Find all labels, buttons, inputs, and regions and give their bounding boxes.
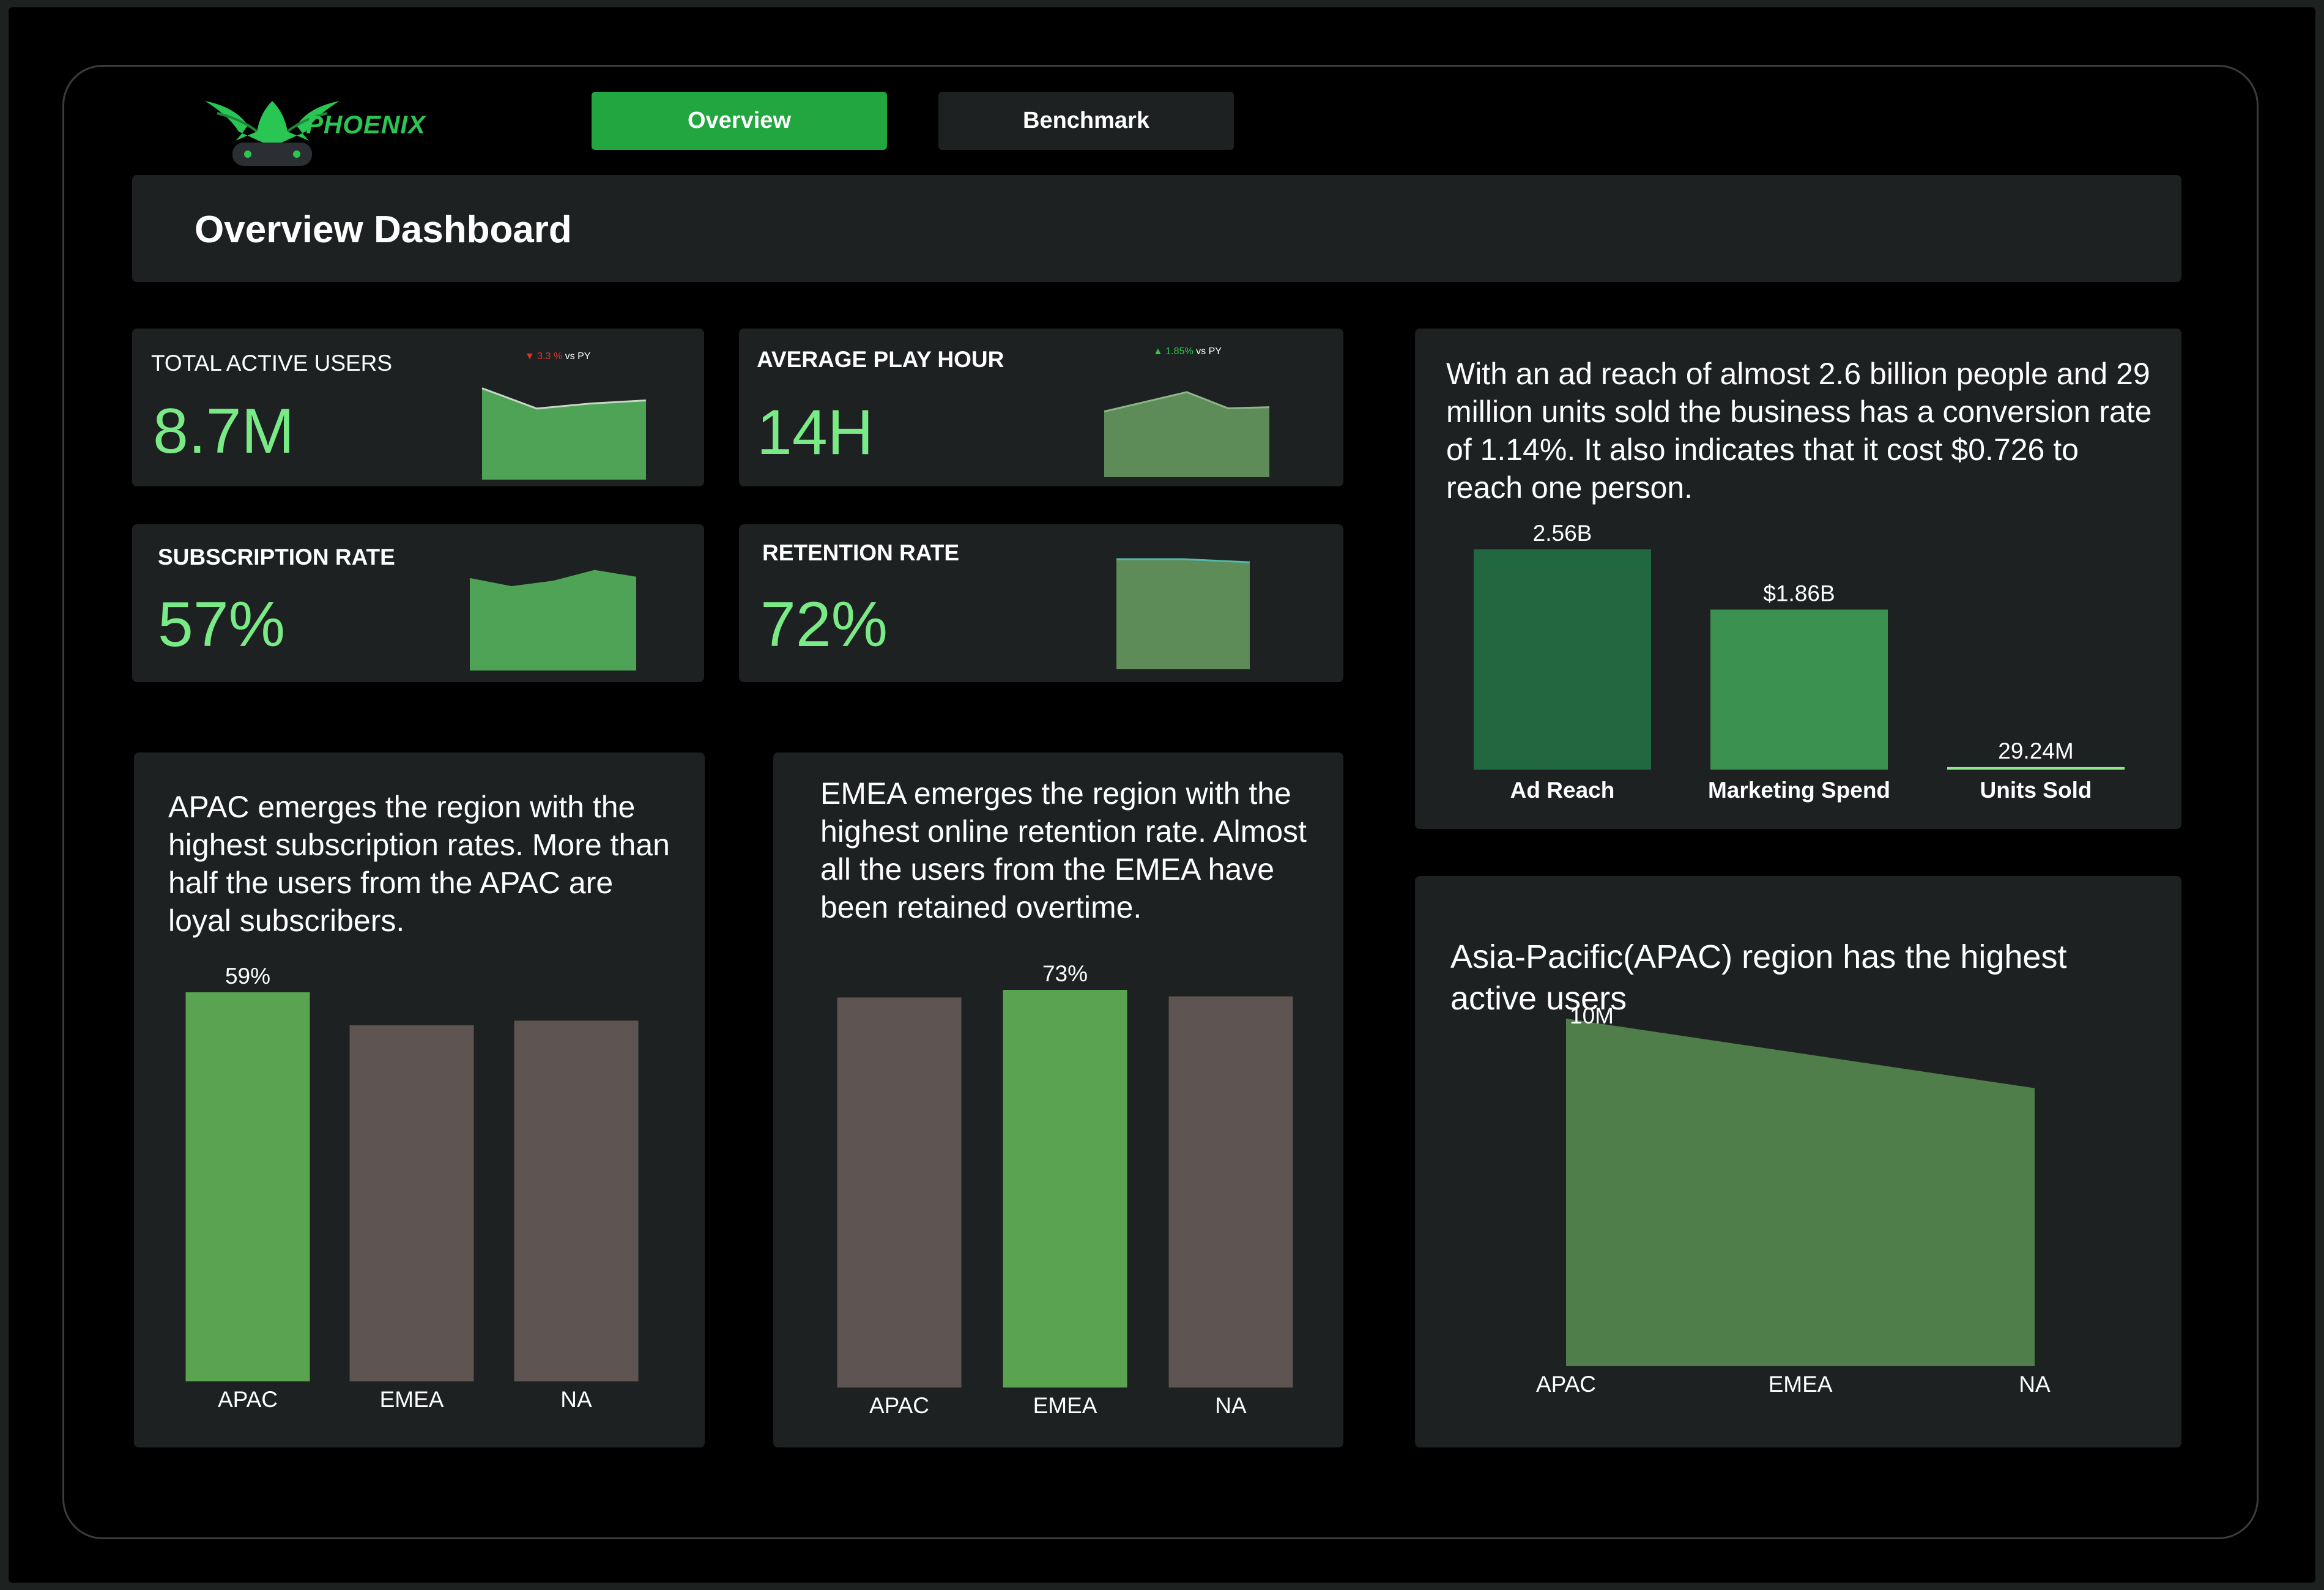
bar xyxy=(349,1025,474,1381)
page-title: Overview Dashboard xyxy=(195,209,572,251)
bar xyxy=(185,992,310,1381)
ad-reach-insight: With an ad reach of almost 2.6 billion p… xyxy=(1446,357,2152,505)
bar xyxy=(1947,767,2125,770)
kpi-label: AVERAGE PLAY HOUR xyxy=(757,347,1004,372)
tick-label: Units Sold xyxy=(1980,778,2092,803)
sparkline-line xyxy=(481,387,647,410)
tab-overview[interactable]: Overview xyxy=(592,92,887,150)
triangle-down-icon: ▼ xyxy=(525,351,535,362)
sparkline-line xyxy=(469,570,637,589)
data-label: 2.56B xyxy=(1533,521,1592,546)
tab-benchmark[interactable]: Benchmark xyxy=(938,92,1234,150)
sparkline-subscription-rate xyxy=(469,570,637,671)
bar xyxy=(1003,990,1127,1388)
phoenix-logo-icon xyxy=(205,101,340,166)
sparkline-retention-rate xyxy=(1116,558,1250,669)
sparkline-area xyxy=(1104,392,1269,477)
kpi-label: TOTAL ACTIVE USERS xyxy=(151,351,393,376)
tick-label: APAC xyxy=(218,1387,278,1412)
tick-label: EMEA xyxy=(380,1387,444,1412)
triangle-up-icon: ▲ xyxy=(1153,346,1163,357)
sparkline-area xyxy=(482,388,646,480)
sparkline-total-active-users xyxy=(481,387,647,480)
tick-label: NA xyxy=(2019,1372,2051,1397)
sparkline-area xyxy=(1116,559,1250,669)
sparkline-average-play-hour xyxy=(1104,391,1270,477)
subscription-region-bar-chart: 59% APAC EMEA NA xyxy=(185,964,639,1412)
brand-name: PHOENIX xyxy=(306,110,426,139)
active-users-insight: Asia-Pacific(APAC) region has the highes… xyxy=(1450,938,2067,1017)
tick-label: Marketing Spend xyxy=(1708,778,1890,803)
tick-label: Ad Reach xyxy=(1510,778,1615,803)
area xyxy=(1566,1019,2035,1366)
bar xyxy=(837,997,962,1388)
kpi-delta: ▲ 1.85% vs PY xyxy=(1153,346,1222,357)
kpi-value: 57% xyxy=(158,589,286,660)
tick-label: EMEA xyxy=(1033,1393,1097,1418)
bar xyxy=(1168,996,1293,1388)
tick-label: APAC xyxy=(1536,1372,1596,1397)
bar xyxy=(514,1020,639,1381)
ad-reach-bar-chart: 2.56B Ad Reach $1.86B Marketing Spend 29.24M… xyxy=(1474,521,2125,803)
tick-label: NA xyxy=(1215,1393,1247,1418)
kpi-delta: ▼ 3.3 % vs PY xyxy=(525,351,591,362)
kpi-value: 8.7M xyxy=(153,396,295,467)
kpi-value: 72% xyxy=(760,589,888,660)
title-bar xyxy=(132,175,2181,282)
data-label: 73% xyxy=(1042,961,1088,986)
active-users-region-area-chart: APAC 10M EMEA NA xyxy=(1536,1003,2051,1397)
retention-insight: EMEA emerges the region with the highest… xyxy=(820,776,1307,924)
kpi-label: RETENTION RATE xyxy=(762,540,960,565)
bar xyxy=(1474,549,1651,770)
data-label: 29.24M xyxy=(1998,738,2073,763)
bar xyxy=(1710,609,1888,770)
subscription-insight: APAC emerges the region with the highest… xyxy=(168,790,670,938)
data-label: $1.86B xyxy=(1763,581,1835,606)
tick-label: EMEA xyxy=(1769,1372,1833,1397)
data-label: 10M xyxy=(1570,1003,1614,1028)
kpi-value: 14H xyxy=(757,397,874,468)
retention-region-bar-chart: APAC 73% EMEA NA xyxy=(837,961,1293,1418)
sparkline-area xyxy=(470,571,636,671)
tick-label: APAC xyxy=(869,1393,929,1418)
kpi-label: SUBSCRIPTION RATE xyxy=(158,544,395,570)
data-label: 59% xyxy=(225,964,270,989)
tick-label: NA xyxy=(560,1387,592,1412)
sparkline-line xyxy=(1116,558,1250,563)
sparkline-line xyxy=(1104,391,1270,413)
